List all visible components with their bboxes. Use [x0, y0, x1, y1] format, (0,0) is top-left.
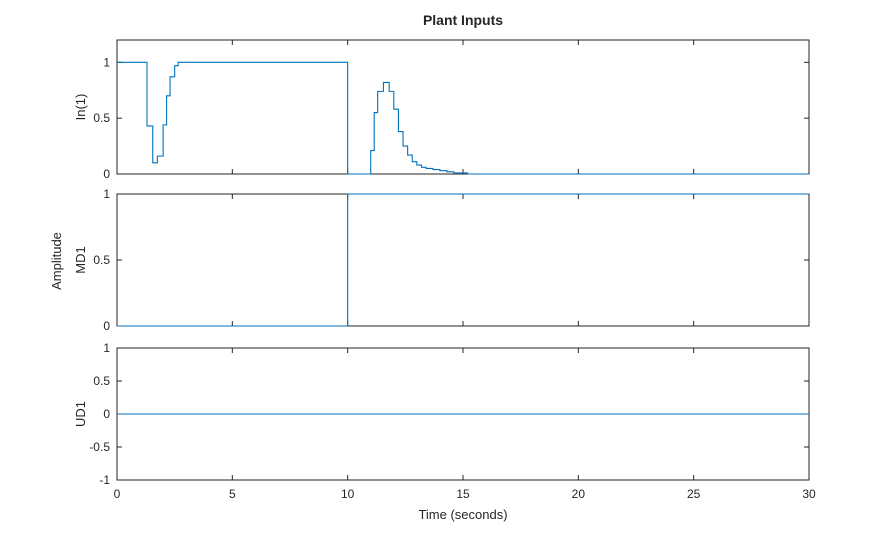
subplot-frame — [116, 39, 810, 175]
subplot-ylabel: MD1 — [73, 246, 88, 273]
x-tick-label: 0 — [114, 487, 121, 501]
x-tick-label: 30 — [802, 487, 816, 501]
subplot-ylabel: UD1 — [73, 401, 88, 427]
x-tick-label: 25 — [687, 487, 701, 501]
y-tick-label: 0.5 — [93, 111, 110, 125]
y-tick-label: 1 — [103, 341, 110, 355]
subplot-2: 0 0.5 1 MD1 — [73, 187, 810, 333]
x-tick-label: 10 — [341, 487, 355, 501]
y-tick-label: 0.5 — [93, 253, 110, 267]
subplot-1: 0 0.5 1 In(1) — [73, 39, 810, 181]
y-tick-label: 0 — [103, 167, 110, 181]
x-tick-label: 15 — [456, 487, 470, 501]
chart-title: Plant Inputs — [423, 12, 503, 28]
y-tick-label: -1 — [99, 473, 110, 487]
y-tick-label: 0.5 — [93, 374, 110, 388]
y-tick-label: 1 — [103, 55, 110, 69]
series-line — [117, 61, 809, 175]
y-axis-label: Amplitude — [49, 232, 64, 290]
y-tick-label: -0.5 — [89, 440, 110, 454]
y-tick-label: 1 — [103, 187, 110, 201]
y-tick-label: 0 — [103, 319, 110, 333]
y-tick-label: 0 — [103, 407, 110, 421]
x-tick-label: 5 — [229, 487, 236, 501]
subplot-frame — [116, 193, 810, 327]
subplot-ylabel: In(1) — [73, 94, 88, 121]
x-tick-label: 20 — [572, 487, 586, 501]
x-axis-label: Time (seconds) — [418, 507, 507, 522]
series-line — [117, 193, 809, 327]
